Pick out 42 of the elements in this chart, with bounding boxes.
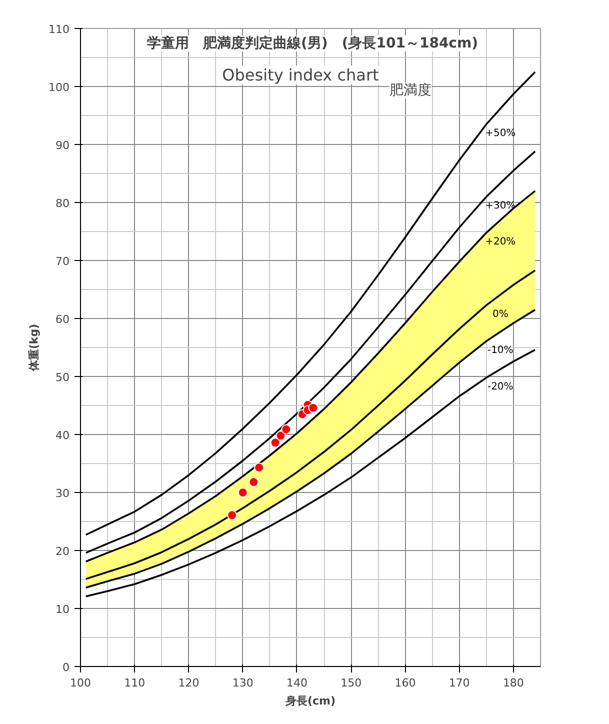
x-tick-label: 180 — [502, 676, 524, 690]
series-label: +20% — [485, 236, 516, 248]
x-axis-title: 身長(cm) — [284, 694, 336, 708]
x-tick-label: 160 — [394, 676, 416, 690]
point — [276, 430, 286, 441]
y-tick-label: 60 — [56, 313, 70, 326]
line-series — [85, 269, 536, 580]
point — [254, 462, 264, 473]
point — [238, 488, 248, 498]
line-series — [85, 308, 536, 589]
y-tick-label: 0 — [62, 661, 70, 674]
point — [270, 438, 280, 448]
y-axis-title: 体重(kg) — [28, 324, 41, 372]
x-tick-label: 170 — [448, 676, 470, 690]
y-tick-label: 40 — [56, 429, 70, 442]
x-tick-label: 150 — [340, 676, 362, 690]
text: 学童用 肥満度判定曲線(男) (身長101～184cm) — [147, 34, 478, 52]
y-tick-label: 20 — [56, 545, 70, 558]
x-tick-label: 120 — [178, 676, 200, 690]
y-tick-label: 30 — [56, 487, 70, 500]
y-tick-label: 70 — [56, 255, 70, 268]
y-tick-label: 100 — [48, 81, 70, 94]
x-tick-label: 140 — [286, 676, 308, 690]
text: Obesity index chart — [222, 66, 379, 84]
series-label: +50% — [485, 128, 516, 140]
point — [227, 510, 238, 520]
legend-title: 肥満度 — [390, 82, 432, 98]
y-tick-label: 80 — [56, 197, 70, 210]
point — [281, 424, 292, 434]
y-tick-label: 10 — [56, 603, 70, 616]
x-tick-label: 110 — [124, 676, 146, 690]
point — [248, 477, 259, 488]
y-tick-label: 110 — [48, 23, 70, 36]
point — [308, 402, 318, 413]
series-label: 0% — [492, 309, 508, 320]
x-tick-label: 130 — [232, 676, 254, 690]
series-label: +30% — [485, 200, 516, 212]
series-label: -10% — [487, 345, 514, 356]
y-tick-label: 90 — [56, 139, 70, 152]
x-tick-label: 100 — [70, 676, 91, 690]
series-label: -20% — [487, 382, 514, 393]
y-tick-label: 50 — [56, 371, 70, 384]
